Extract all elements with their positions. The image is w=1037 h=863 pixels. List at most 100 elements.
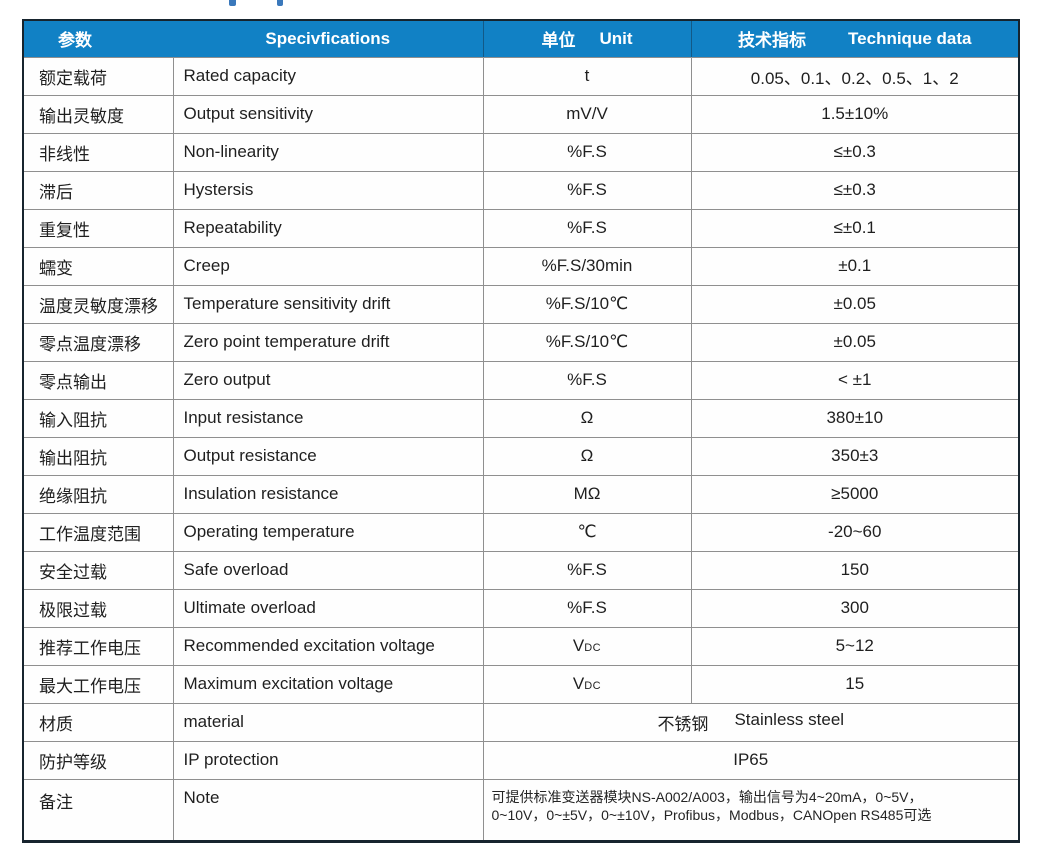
ip-rating-value-cell: IP65: [482, 740, 1020, 780]
table-row: 输入阻抗 Input resistance Ω 380±10: [22, 398, 1020, 438]
unit-cell: MΩ: [482, 474, 692, 514]
unit-cell: %F.S: [482, 132, 692, 172]
param-name-cn: 滞后: [22, 170, 174, 210]
unit-cell: Ω: [482, 436, 692, 476]
param-name-en: Output resistance: [172, 436, 484, 476]
param-name-cn: 工作温度范围: [22, 512, 174, 552]
value-cell: 350±3: [690, 436, 1020, 476]
header-tech-cn: 技术指标: [738, 31, 807, 51]
table-row: 输出灵敏度 Output sensitivity mV/V 1.5±10%: [22, 94, 1020, 134]
param-name-cn: 蠕变: [22, 246, 174, 286]
table-header: 参数 Specivfications 单位 Unit 技术指标 Techniqu…: [23, 20, 1019, 57]
param-name-cn: 输出阻抗: [22, 436, 174, 476]
unit-text: ℃: [577, 522, 597, 541]
unit-cell: %F.S/10℃: [482, 284, 692, 324]
param-name-cn: 备注: [22, 778, 174, 842]
param-name-en: Ultimate overload: [172, 588, 484, 628]
unit-cell: %F.S/10℃: [482, 322, 692, 362]
unit-text: mV/V: [566, 104, 608, 123]
param-name-cn: 输入阻抗: [22, 398, 174, 438]
unit-text: t: [584, 66, 590, 85]
unit-subscript: DC: [584, 680, 602, 692]
param-name-cn: 安全过载: [22, 550, 174, 590]
unit-text: %F.S/10℃: [545, 294, 629, 313]
value-cell: 5~12: [690, 626, 1020, 666]
param-name-cn: 防护等级: [22, 740, 174, 780]
param-name-en: Safe overload: [172, 550, 484, 590]
value-cell: 0.05、0.1、0.2、0.5、1、2: [690, 56, 1020, 96]
param-name-cn: 重复性: [22, 208, 174, 248]
unit-cell: VDC: [482, 664, 692, 704]
unit-cell: %F.S: [482, 550, 692, 590]
param-name-cn: 非线性: [22, 132, 174, 172]
table-row: 蠕变 Creep %F.S/30min ±0.1: [22, 246, 1020, 286]
unit-text: MΩ: [573, 484, 601, 503]
unit-text: Ω: [580, 408, 594, 427]
value-cell: ≤±0.1: [690, 208, 1020, 248]
unit-cell: %F.S/30min: [482, 246, 692, 286]
header-technique-data: 技术指标 Technique data: [690, 20, 1019, 57]
unit-cell: %F.S: [482, 170, 692, 210]
param-name-cn: 绝缘阻抗: [22, 474, 174, 514]
value-cell: ±0.1: [690, 246, 1020, 286]
header-parameters: 参数: [23, 20, 173, 57]
header-unit-cn: 单位: [541, 31, 576, 51]
unit-cell: %F.S: [482, 588, 692, 628]
header-tech-en: Technique data: [848, 28, 972, 48]
param-name-en: Operating temperature: [172, 512, 484, 552]
unit-text: %F.S/10℃: [545, 332, 629, 351]
param-name-en: Input resistance: [172, 398, 484, 438]
param-name-en: Maximum excitation voltage: [172, 664, 484, 704]
table-row: 工作温度范围 Operating temperature ℃ -20~60: [22, 512, 1020, 552]
note-line-1: 可提供标准变送器模块NS-A002/A003，输出信号为4~20mA，0~5V，: [491, 788, 923, 805]
table-row: 滞后 Hystersis %F.S ≤±0.3: [22, 170, 1020, 210]
unit-text: V: [572, 674, 585, 693]
param-name-en: material: [172, 702, 484, 742]
param-name-en: Note: [172, 778, 484, 842]
table-row: 额定载荷 Rated capacity t 0.05、0.1、0.2、0.5、1…: [22, 56, 1020, 96]
value-cell: < ±1: [690, 360, 1020, 400]
param-name-en: Hystersis: [172, 170, 484, 210]
value-cell: 150: [690, 550, 1020, 590]
param-name-en: Zero point temperature drift: [172, 322, 484, 362]
value-cell: ±0.05: [690, 284, 1020, 324]
param-name-cn: 推荐工作电压: [22, 626, 174, 666]
param-name-en: IP protection: [172, 740, 484, 780]
table-row: 推荐工作电压 Recommended excitation voltage VD…: [22, 626, 1020, 666]
cropped-heading-fragment: [277, 0, 283, 6]
value-cell: ≥5000: [690, 474, 1020, 514]
value-cell: 1.5±10%: [690, 94, 1020, 134]
param-name-cn: 额定载荷: [22, 56, 174, 96]
param-name-en: Temperature sensitivity drift: [172, 284, 484, 324]
table-row: 最大工作电压 Maximum excitation voltage VDC 15: [22, 664, 1020, 704]
material-en: Stainless steel: [734, 709, 845, 729]
param-name-en: Insulation resistance: [172, 474, 484, 514]
param-name-en: Creep: [172, 246, 484, 286]
value-cell: 380±10: [690, 398, 1020, 438]
value-cell: 300: [690, 588, 1020, 628]
table-row: 材质 material 不锈钢 Stainless steel: [22, 702, 1020, 742]
unit-text: %F.S: [567, 598, 607, 617]
param-name-en: Zero output: [172, 360, 484, 400]
param-name-cn: 最大工作电压: [22, 664, 174, 704]
unit-cell: VDC: [482, 626, 692, 666]
param-name-cn: 零点输出: [22, 360, 174, 400]
header-specifications: Specivfications: [173, 20, 483, 57]
unit-text: %F.S/30min: [541, 256, 633, 275]
param-name-cn: 极限过载: [22, 588, 174, 628]
table-row: 极限过载 Ultimate overload %F.S 300: [22, 588, 1020, 628]
unit-text: %F.S: [567, 560, 607, 579]
unit-cell: mV/V: [482, 94, 692, 134]
unit-cell: ℃: [482, 512, 692, 552]
unit-cell: %F.S: [482, 208, 692, 248]
param-name-en: Rated capacity: [172, 56, 484, 96]
table-row: 非线性 Non-linearity %F.S ≤±0.3: [22, 132, 1020, 172]
param-name-cn: 温度灵敏度漂移: [22, 284, 174, 324]
unit-cell: Ω: [482, 398, 692, 438]
table-row: 安全过载 Safe overload %F.S 150: [22, 550, 1020, 590]
table-row: 绝缘阻抗 Insulation resistance MΩ ≥5000: [22, 474, 1020, 514]
table-body: 额定载荷 Rated capacity t 0.05、0.1、0.2、0.5、1…: [22, 56, 1020, 842]
param-name-en: Recommended excitation voltage: [172, 626, 484, 666]
table-row: 温度灵敏度漂移 Temperature sensitivity drift %F…: [22, 284, 1020, 324]
header-row: 参数 Specivfications 单位 Unit 技术指标 Techniqu…: [23, 20, 1019, 57]
